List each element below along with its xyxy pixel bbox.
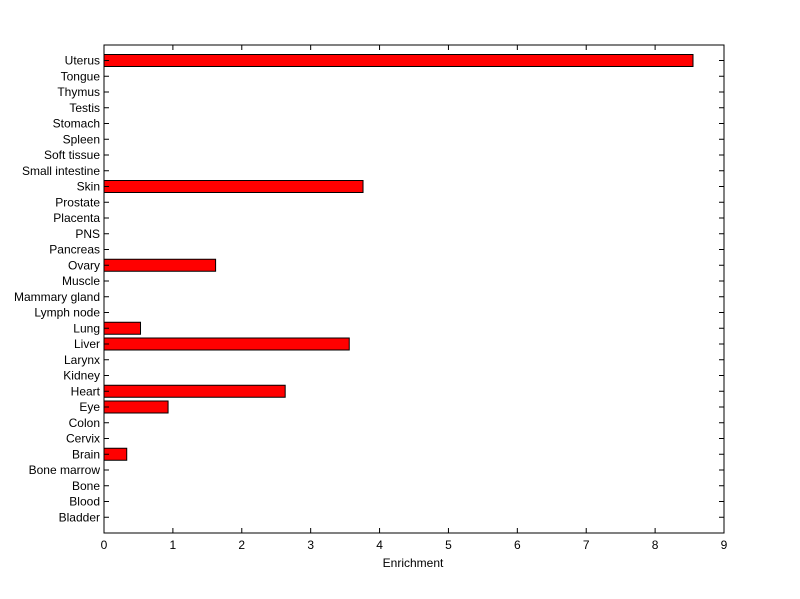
y-tick-label: Liver <box>74 337 100 351</box>
y-tick-label: Blood <box>69 495 100 509</box>
x-tick-label: 5 <box>445 538 452 552</box>
bar <box>103 400 169 414</box>
y-tick-label: Mammary gland <box>14 290 100 304</box>
y-tick-label: Brain <box>72 447 100 461</box>
y-tick-label: Cervix <box>66 432 100 446</box>
y-tick-label: Lung <box>73 321 100 335</box>
bar <box>103 54 694 67</box>
x-tick-label: 0 <box>101 538 108 552</box>
y-tick-label: Pancreas <box>49 243 100 257</box>
bar <box>103 337 350 351</box>
y-tick-label: Kidney <box>63 369 100 383</box>
y-tick-label: Thymus <box>57 85 100 99</box>
y-tick-label: Uterus <box>65 54 100 68</box>
bar <box>103 180 364 193</box>
y-tick-label: Ovary <box>68 258 100 272</box>
y-tick-label: Stomach <box>53 117 100 131</box>
y-tick-label: Spleen <box>63 132 100 146</box>
x-tick-label: 2 <box>238 538 245 552</box>
x-tick-label: 6 <box>514 538 521 552</box>
y-tick-label: Larynx <box>64 353 100 367</box>
x-tick-label: 1 <box>170 538 177 552</box>
bar <box>103 321 142 335</box>
y-tick-label: Bone marrow <box>29 463 101 477</box>
plot-area <box>104 45 724 533</box>
x-tick-label: 7 <box>583 538 590 552</box>
y-tick-label: Skin <box>77 180 100 194</box>
x-tick-label: 8 <box>652 538 659 552</box>
y-tick-label: Bone <box>72 479 100 493</box>
y-tick-label: Placenta <box>53 211 100 225</box>
y-tick-label: Soft tissue <box>44 148 100 162</box>
x-ticks-group: 0 1 2 3 4 5 6 7 8 9 <box>101 45 728 552</box>
x-tick-label: 4 <box>376 538 383 552</box>
y-tick-label: Prostate <box>55 195 100 209</box>
x-tick-label: 9 <box>721 538 728 552</box>
y-tick-label: Lymph node <box>34 306 100 320</box>
axes-frame <box>103 44 725 534</box>
y-tick-label: Eye <box>79 400 100 414</box>
y-tick-label: Small intestine <box>22 164 100 178</box>
y-tick-label: Bladder <box>59 510 100 524</box>
x-axis-label: Enrichment <box>383 556 444 570</box>
y-tick-label: Colon <box>69 416 100 430</box>
x-tick-label: 3 <box>307 538 314 552</box>
y-tick-label: Tongue <box>61 69 101 83</box>
y-tick-label: Heart <box>71 384 101 398</box>
y-tick-label: Muscle <box>62 274 100 288</box>
y-tick-label: PNS <box>75 227 100 241</box>
y-tick-label: Testis <box>69 101 100 115</box>
bar <box>103 384 286 398</box>
bar <box>103 258 217 272</box>
